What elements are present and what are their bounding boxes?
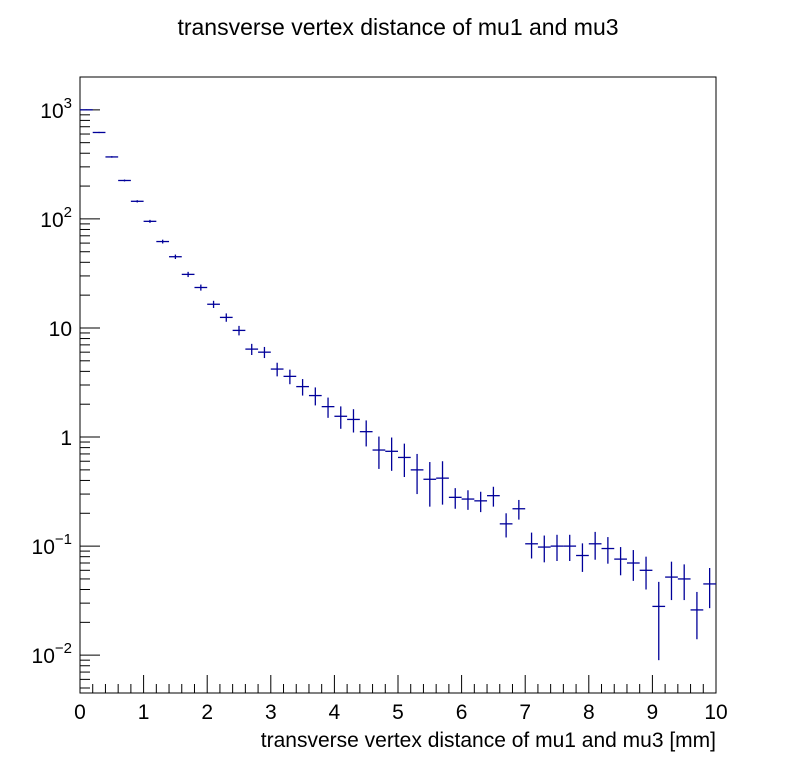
data-point [639, 556, 653, 590]
data-point [588, 531, 602, 560]
data-point [92, 131, 106, 134]
data-point [474, 491, 488, 513]
data-point [614, 547, 627, 576]
data-point [296, 379, 309, 396]
y-tick-label: 1 [60, 427, 72, 450]
data-point [436, 461, 449, 505]
x-tick-label: 6 [456, 701, 468, 724]
data-point [347, 409, 360, 433]
x-tick-label: 1 [138, 701, 150, 724]
data-point [652, 581, 666, 661]
x-tick-label: 4 [329, 701, 341, 724]
y-tick-label: 103 [40, 95, 72, 123]
x-tick-label: 10 [704, 701, 727, 724]
data-point [677, 564, 691, 601]
data-point [308, 387, 322, 406]
chart-title: transverse vertex distance of mu1 and mu… [177, 14, 618, 40]
x-axis-tick-labels: 0 1 2 3 4 5 6 7 8 9 10 [74, 701, 728, 724]
data-point [270, 362, 284, 377]
plot-frame [79, 76, 717, 694]
data-point [576, 543, 589, 572]
data-point [550, 534, 564, 562]
data-point [80, 109, 93, 111]
x-tick-label: 7 [519, 701, 531, 724]
data-point [461, 490, 475, 510]
y-tick-label: 10 [49, 318, 72, 341]
data-point [283, 369, 297, 385]
y-tick-label: 10−2 [32, 640, 72, 668]
data-point [512, 499, 526, 520]
data-point [105, 156, 119, 158]
x-axis-label: transverse vertex distance of mu1 and mu… [261, 729, 716, 752]
y-axis-tick-labels: 10−2 10−1 1 10 102 103 [32, 95, 72, 668]
data-point [703, 567, 716, 609]
data-point [194, 284, 208, 291]
data-point [245, 343, 259, 356]
data-point [372, 436, 386, 469]
data-point [626, 550, 640, 581]
data-point [537, 535, 551, 563]
y-tick-label: 10−1 [32, 531, 72, 559]
data-point [499, 513, 513, 538]
data-point [207, 300, 220, 308]
x-tick-label: 8 [583, 701, 595, 724]
x-tick-label: 0 [74, 701, 86, 724]
x-tick-label: 2 [201, 701, 213, 724]
data-point [232, 325, 246, 336]
data-point [156, 239, 170, 244]
data-point [601, 537, 615, 564]
x-tick-label: 5 [392, 701, 404, 724]
data-point [118, 179, 131, 182]
y-axis-ticks [80, 76, 100, 689]
data-point [398, 443, 411, 478]
data-point [169, 254, 182, 259]
data-point [563, 534, 577, 562]
data-point [525, 532, 538, 559]
x-tick-label: 9 [647, 701, 659, 724]
x-tick-label: 3 [265, 701, 277, 724]
data-point [690, 591, 704, 640]
data-point [219, 313, 233, 322]
data-points [80, 109, 716, 661]
x-axis-ticks [79, 675, 717, 693]
data-point [665, 561, 678, 601]
data-point [359, 420, 373, 447]
data-point [487, 486, 500, 507]
data-point [448, 488, 462, 509]
y-tick-label: 102 [40, 204, 72, 232]
data-point [181, 271, 195, 278]
data-point [258, 346, 271, 359]
data-point [385, 437, 398, 471]
data-point [143, 219, 157, 223]
data-point [423, 462, 437, 507]
data-point [410, 453, 424, 495]
data-point [321, 397, 335, 418]
data-point [334, 406, 348, 429]
data-point [130, 200, 144, 203]
